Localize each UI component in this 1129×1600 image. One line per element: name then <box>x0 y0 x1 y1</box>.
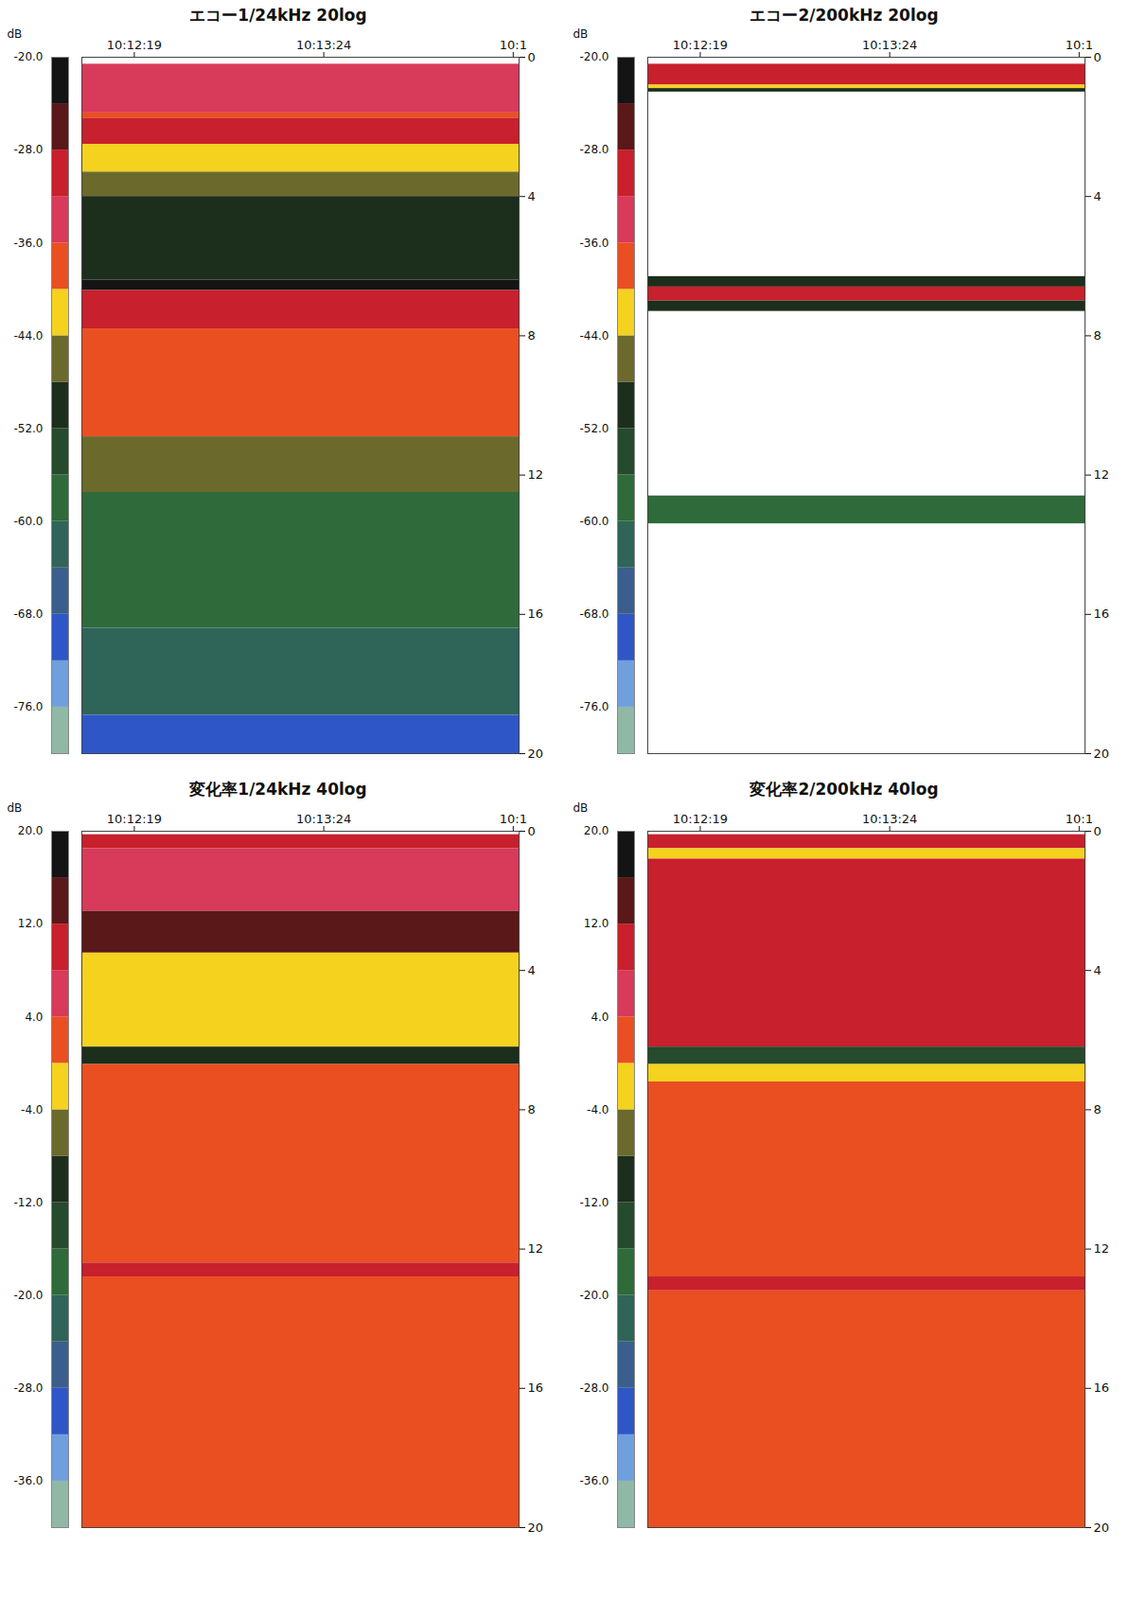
svg-text:-28.0: -28.0 <box>579 142 609 157</box>
svg-text:10:12:19: 10:12:19 <box>672 811 728 827</box>
svg-text:-20.0: -20.0 <box>13 1288 43 1303</box>
svg-text:-68.0: -68.0 <box>13 607 43 621</box>
svg-text:-36.0: -36.0 <box>579 236 609 250</box>
svg-text:10:1: 10:1 <box>499 37 528 53</box>
svg-text:-20.0: -20.0 <box>13 50 43 64</box>
svg-text:-36.0: -36.0 <box>13 236 43 250</box>
svg-text:20: 20 <box>1093 1520 1111 1535</box>
svg-text:12: 12 <box>1093 467 1111 482</box>
svg-text:16: 16 <box>1093 606 1111 621</box>
svg-text:-52.0: -52.0 <box>13 422 43 436</box>
svg-text:-12.0: -12.0 <box>579 1196 609 1210</box>
svg-text:0: 0 <box>528 50 536 65</box>
svg-text:0: 0 <box>528 824 536 839</box>
svg-text:-28.0: -28.0 <box>13 142 43 157</box>
svg-text:-12.0: -12.0 <box>13 1196 43 1210</box>
svg-text:-52.0: -52.0 <box>579 422 609 436</box>
svg-text:12.0: 12.0 <box>17 917 44 931</box>
svg-text:10:1: 10:1 <box>499 811 528 827</box>
svg-text:4: 4 <box>1093 963 1102 978</box>
svg-text:4.0: 4.0 <box>24 1010 43 1024</box>
svg-text:-20.0: -20.0 <box>579 50 609 64</box>
svg-text:20.0: 20.0 <box>583 824 610 838</box>
svg-text:10:12:19: 10:12:19 <box>106 37 162 53</box>
svg-text:-4.0: -4.0 <box>20 1103 43 1117</box>
svg-text:-36.0: -36.0 <box>13 1474 43 1488</box>
svg-text:8: 8 <box>528 1102 536 1117</box>
svg-text:0: 0 <box>1093 50 1102 65</box>
svg-text:10:13:24: 10:13:24 <box>862 811 918 827</box>
svg-text:4: 4 <box>528 189 536 204</box>
svg-text:4: 4 <box>1093 189 1102 204</box>
svg-text:12: 12 <box>1093 1241 1111 1256</box>
svg-text:10:13:24: 10:13:24 <box>862 37 918 53</box>
svg-text:10:1: 10:1 <box>1065 811 1094 827</box>
html-text:エコー2/200kHz 20log: エコー2/200kHz 20log <box>749 5 939 25</box>
svg-text:-60.0: -60.0 <box>579 514 609 529</box>
svg-text:10:12:19: 10:12:19 <box>672 37 728 53</box>
svg-text:16: 16 <box>528 1380 545 1395</box>
svg-text:-20.0: -20.0 <box>579 1288 609 1303</box>
svg-text:16: 16 <box>1093 1380 1111 1395</box>
svg-text:10:12:19: 10:12:19 <box>106 811 162 827</box>
svg-text:12: 12 <box>528 467 545 482</box>
svg-text:8: 8 <box>528 328 536 343</box>
html-text:エコー1/24kHz 20log: エコー1/24kHz 20log <box>189 5 367 25</box>
svg-text:dB: dB <box>573 27 589 41</box>
svg-text:dB: dB <box>7 27 23 41</box>
svg-text:12.0: 12.0 <box>583 917 610 931</box>
svg-text:10:1: 10:1 <box>1065 37 1094 53</box>
svg-text:8: 8 <box>1093 1102 1102 1117</box>
svg-text:-44.0: -44.0 <box>579 329 609 343</box>
svg-text:16: 16 <box>528 606 545 621</box>
svg-text:-4.0: -4.0 <box>586 1103 609 1117</box>
svg-text:dB: dB <box>7 801 23 815</box>
html-text:変化率2/200kHz 40log: 変化率2/200kHz 40log <box>749 779 939 799</box>
svg-text:8: 8 <box>1093 328 1102 343</box>
svg-text:20: 20 <box>528 1520 545 1535</box>
svg-text:20.0: 20.0 <box>17 824 44 838</box>
svg-text:10:13:24: 10:13:24 <box>296 811 352 827</box>
svg-text:20: 20 <box>1093 746 1111 761</box>
svg-text:12: 12 <box>528 1241 545 1256</box>
svg-text:0: 0 <box>1093 824 1102 839</box>
svg-text:-28.0: -28.0 <box>13 1381 43 1395</box>
svg-text:20: 20 <box>528 746 545 761</box>
svg-text:10:13:24: 10:13:24 <box>296 37 352 53</box>
svg-text:-76.0: -76.0 <box>579 700 609 714</box>
svg-text:-36.0: -36.0 <box>579 1474 609 1488</box>
svg-text:-60.0: -60.0 <box>13 514 43 529</box>
svg-text:-28.0: -28.0 <box>579 1381 609 1395</box>
svg-text:-68.0: -68.0 <box>579 607 609 621</box>
svg-text:dB: dB <box>573 801 589 815</box>
svg-text:-76.0: -76.0 <box>13 700 43 714</box>
html-text:変化率1/24kHz 40log: 変化率1/24kHz 40log <box>189 779 367 799</box>
svg-text:4: 4 <box>528 963 536 978</box>
svg-text:-44.0: -44.0 <box>13 329 43 343</box>
svg-text:4.0: 4.0 <box>590 1010 609 1024</box>
